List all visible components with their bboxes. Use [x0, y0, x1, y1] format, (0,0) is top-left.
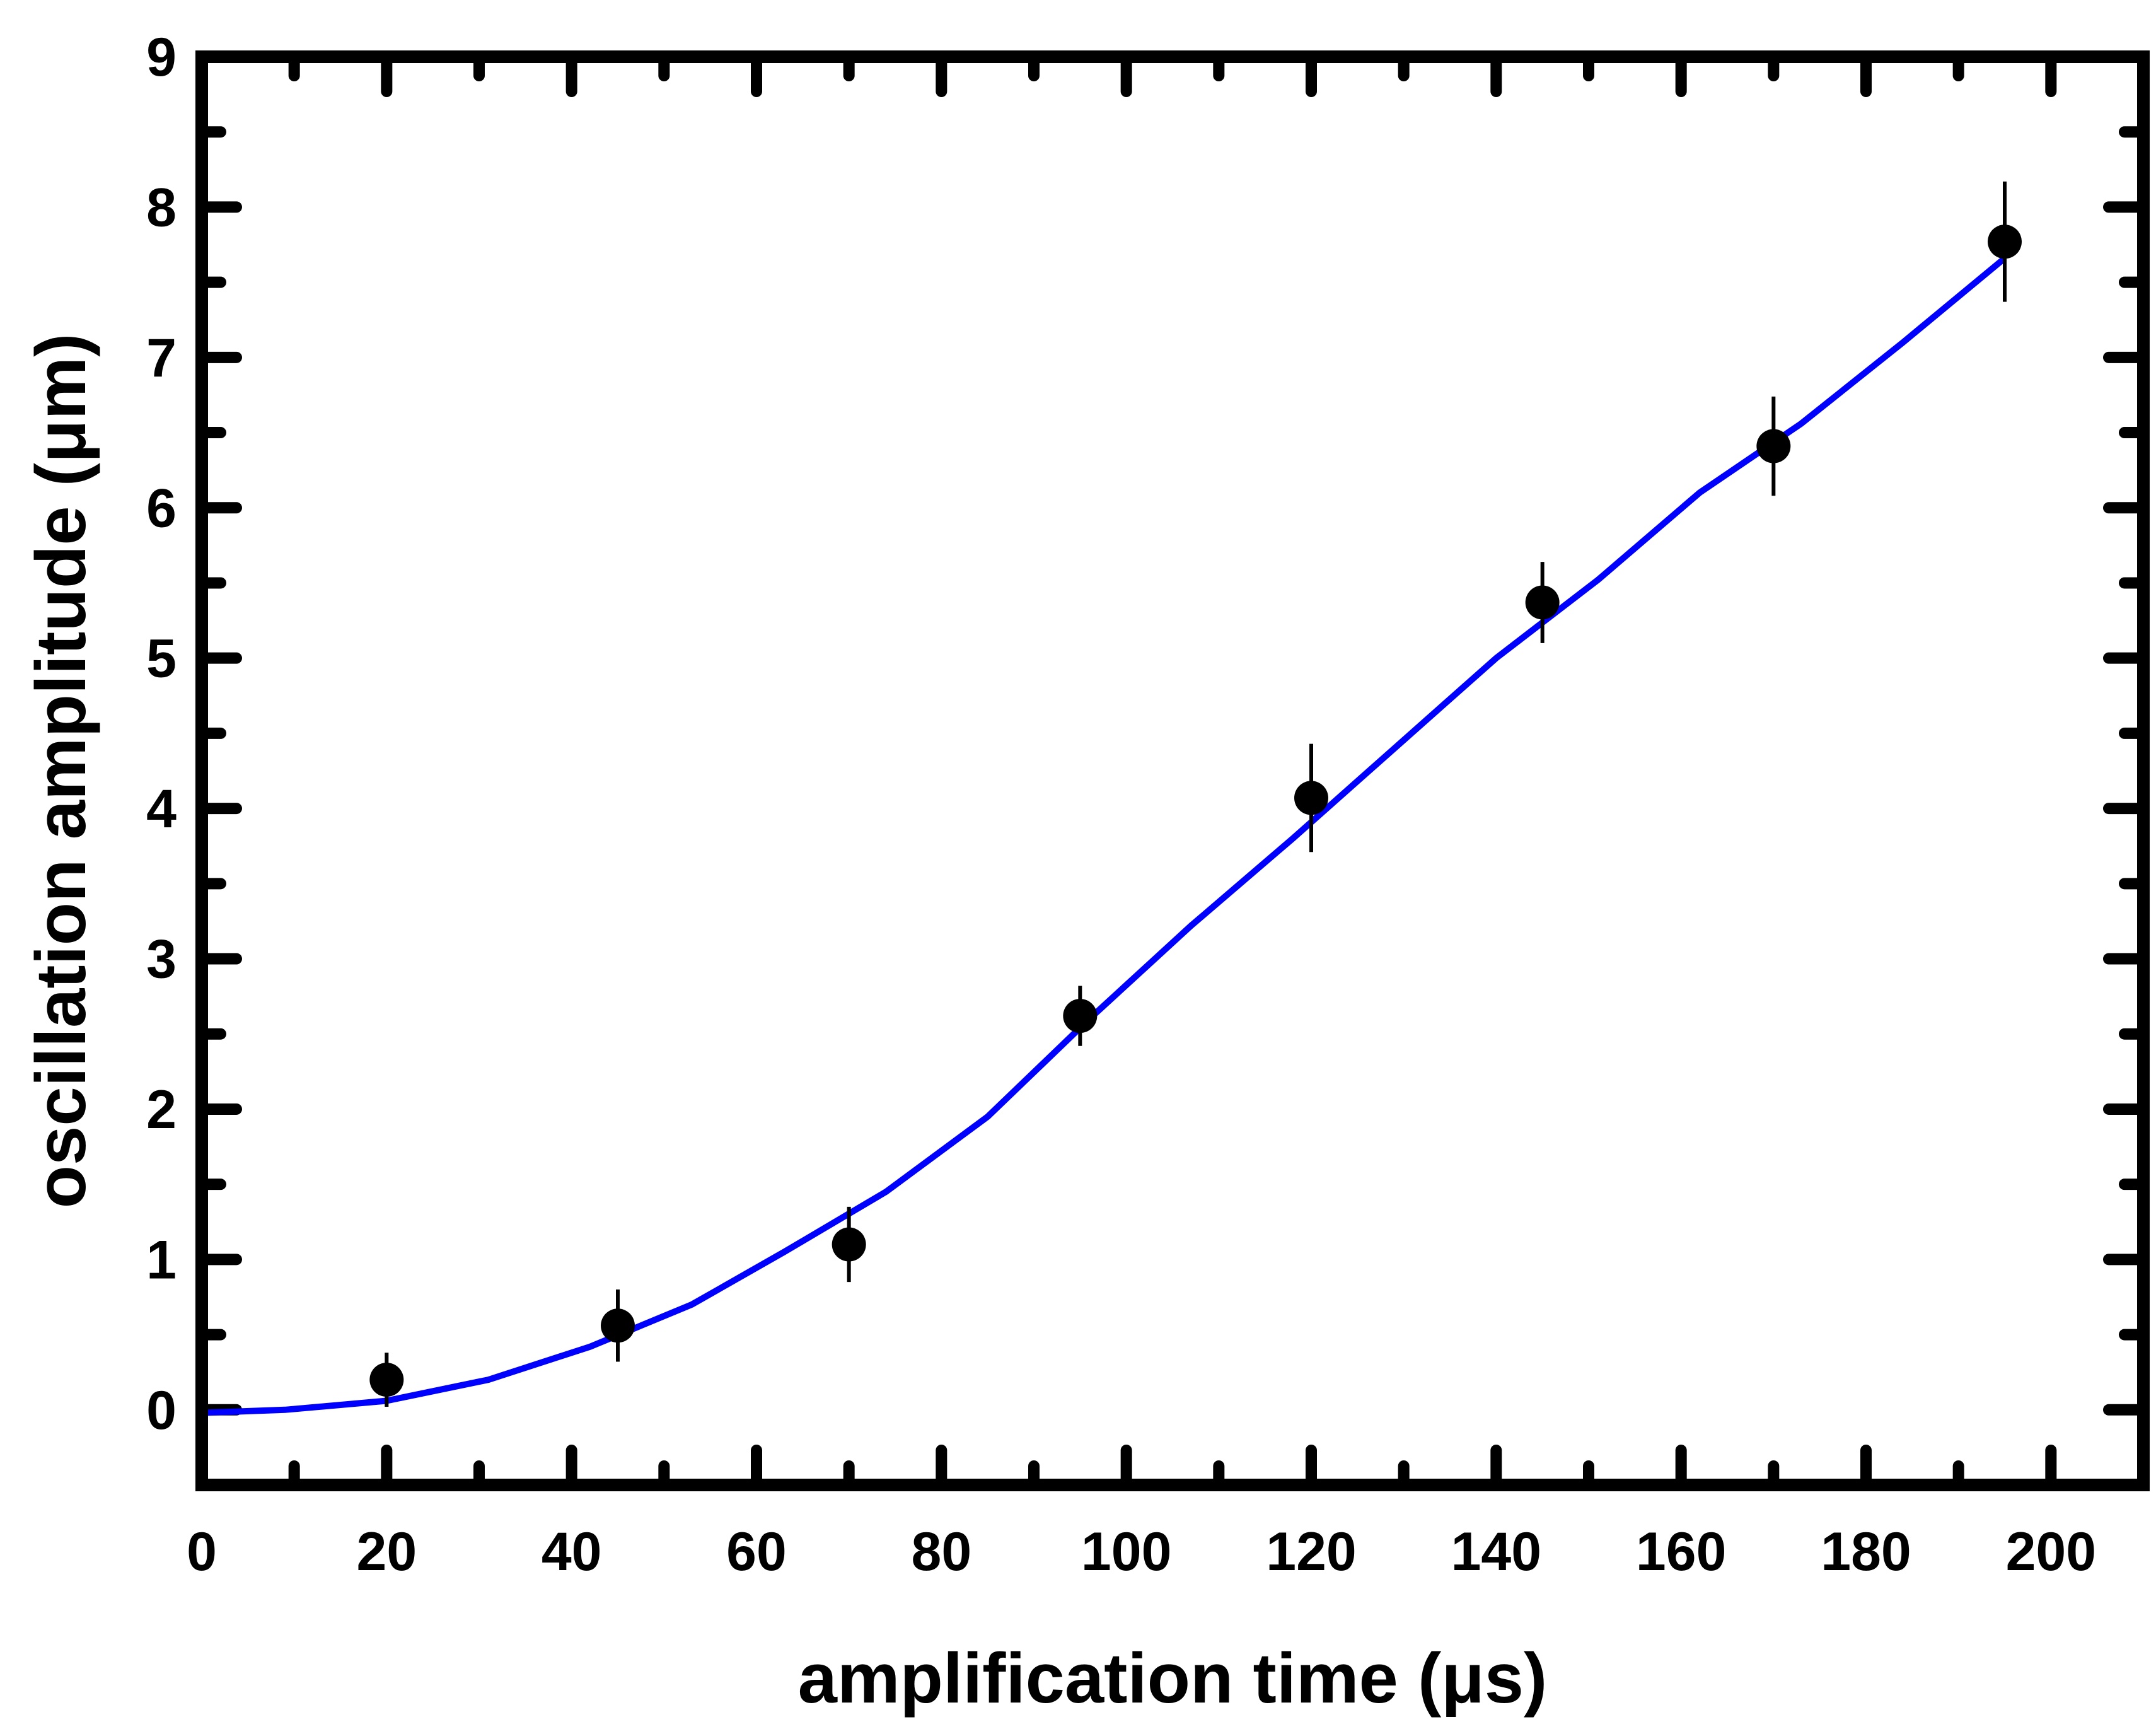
- y-tick-label: 9: [146, 27, 177, 88]
- x-tick-label: 140: [1451, 1522, 1542, 1582]
- point-marker: [1525, 585, 1560, 620]
- data-point: [601, 1289, 635, 1362]
- y-tick-label: 5: [146, 629, 177, 689]
- point-marker: [832, 1227, 866, 1262]
- point-marker: [1294, 781, 1328, 815]
- plot-frame: [195, 50, 2150, 1491]
- y-tick-label: 1: [146, 1230, 177, 1290]
- x-tick-label: 0: [187, 1522, 217, 1582]
- point-marker: [1988, 224, 2022, 259]
- x-tick-label: 120: [1266, 1522, 1357, 1582]
- axis-tick-labels: 0 20 40 60 80 100 120 140 160 180 200 0 1 2 3 4 5 6 7 8 9: [146, 27, 2096, 1582]
- x-tick-label: 160: [1636, 1522, 1727, 1582]
- x-tick-label: 60: [726, 1522, 787, 1582]
- y-tick-label: 4: [146, 779, 177, 839]
- point-marker: [601, 1308, 635, 1343]
- data-point: [1988, 181, 2022, 302]
- x-tick-label: 100: [1081, 1522, 1172, 1582]
- data-point: [1063, 986, 1098, 1046]
- data-points-layer: [369, 181, 2022, 1407]
- data-point: [1756, 396, 1791, 496]
- fit-line-layer: [201, 255, 2007, 1416]
- data-point: [1525, 562, 1560, 643]
- x-tick-label: 200: [2006, 1522, 2097, 1582]
- y-axis-title: oscillation amplitude (μm): [21, 334, 100, 1209]
- y-tick-label: 6: [146, 478, 177, 538]
- y-tick-label: 2: [146, 1080, 177, 1140]
- x-tick-label: 20: [356, 1522, 417, 1582]
- y-tick-label: 7: [146, 328, 177, 388]
- y-tick-label: 0: [146, 1380, 177, 1441]
- point-marker: [1063, 999, 1098, 1033]
- data-point: [832, 1206, 866, 1283]
- x-tick-label: 80: [911, 1522, 971, 1582]
- x-tick-label: 40: [542, 1522, 602, 1582]
- x-tick-label: 180: [1821, 1522, 1911, 1582]
- y-tick-label: 3: [146, 929, 177, 990]
- point-marker: [1756, 429, 1791, 463]
- y-tick-label: 8: [146, 177, 177, 238]
- point-marker: [369, 1363, 404, 1397]
- axis-ticks: [196, 51, 2149, 1491]
- data-point: [1294, 743, 1328, 853]
- x-axis-title: amplification time (μs): [798, 1639, 1548, 1718]
- fit-line: [201, 255, 2007, 1416]
- data-point: [369, 1353, 404, 1407]
